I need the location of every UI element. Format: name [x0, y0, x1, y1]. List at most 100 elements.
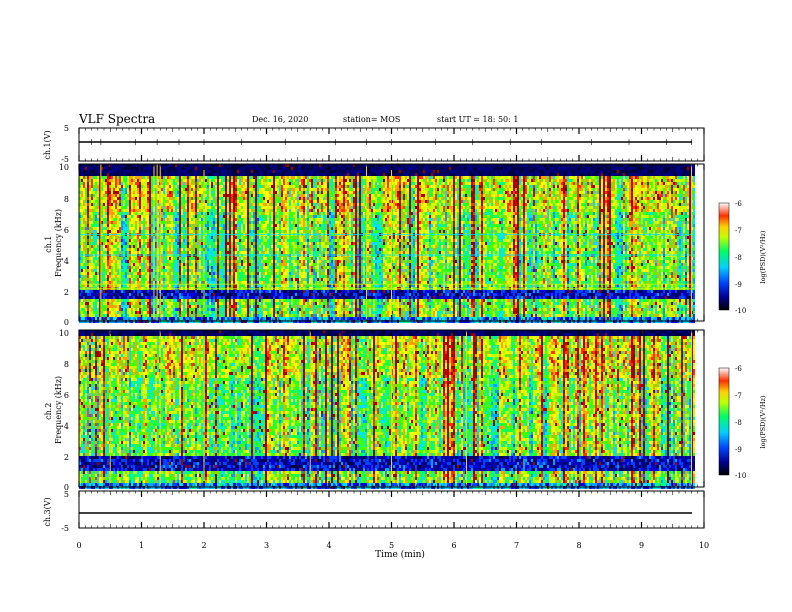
spectrogram-cell	[151, 236, 153, 239]
spectrogram-cell	[129, 197, 131, 200]
spectrogram-cell	[151, 263, 153, 266]
spectrogram-cell	[193, 281, 195, 284]
spectrogram-cell	[193, 263, 195, 266]
spectrogram-cell	[95, 260, 97, 263]
spectrogram-cell	[173, 317, 175, 320]
spectrogram-cell	[91, 245, 93, 248]
spectrogram-cell	[147, 260, 149, 263]
spectrogram-cell	[171, 236, 173, 239]
spectrogram-cell	[127, 302, 129, 305]
spectrogram-cell	[183, 308, 185, 311]
spectrogram-cell	[85, 194, 87, 197]
spectrogram-cell	[105, 242, 107, 245]
spectrogram-cell	[143, 221, 145, 224]
spectrogram-cell	[93, 179, 95, 182]
spectrogram-cell	[167, 314, 169, 317]
spectrogram-cell	[167, 236, 169, 239]
spectrogram-cell	[167, 248, 169, 251]
spectrogram-cell	[93, 167, 95, 170]
spectrogram-cell	[121, 278, 123, 281]
spectrogram-cell	[175, 206, 177, 209]
spectrogram-cell	[109, 221, 111, 224]
spectrogram-cell	[173, 188, 175, 191]
spectrogram-cell	[127, 221, 129, 224]
spectrogram-cell	[185, 290, 187, 293]
spectrogram-cell	[145, 266, 147, 269]
spectrogram-cell	[111, 203, 113, 206]
spectrogram-cell	[195, 197, 197, 200]
spectrogram-cell	[119, 281, 121, 284]
spectrogram-cell	[135, 179, 137, 182]
spectrogram-cell	[205, 203, 207, 206]
spectrogram-cell	[173, 170, 175, 173]
spectrogram-cell	[173, 230, 175, 233]
spectrogram-cell	[185, 227, 187, 230]
spectrogram-cell	[177, 179, 179, 182]
spectrogram-cell	[179, 194, 181, 197]
spectrogram-cell	[135, 191, 137, 194]
spectrogram-cell	[111, 191, 113, 194]
spectrogram-cell	[105, 173, 107, 176]
spectrogram-cell	[199, 269, 201, 272]
spectrogram-cell	[135, 302, 137, 305]
spectrogram-cell	[209, 242, 211, 245]
spectrogram-cell	[151, 182, 153, 185]
spectrogram-cell	[189, 257, 191, 260]
spectrogram-cell	[177, 251, 179, 254]
spectrogram-cell	[135, 305, 137, 308]
spectrogram-cell	[183, 299, 185, 302]
spectrogram-cell	[171, 209, 173, 212]
spectrogram-cell	[199, 305, 201, 308]
spectrogram-cell	[173, 266, 175, 269]
spectrogram-cell	[107, 296, 109, 299]
spectrogram-cell	[129, 194, 131, 197]
spectrogram-cell	[103, 275, 105, 278]
spectrogram-cell	[131, 224, 133, 227]
spectrogram-cell	[81, 227, 83, 230]
spectrogram-cell	[87, 275, 89, 278]
spectrogram-cell	[135, 239, 137, 242]
spectrogram-cell	[97, 224, 99, 227]
spectrogram-cell	[87, 191, 89, 194]
spectrogram-cell	[113, 230, 115, 233]
spectrogram-cell	[161, 248, 163, 251]
spectrogram-cell	[143, 269, 145, 272]
spectrogram-cell	[83, 296, 85, 299]
spectrogram-cell	[107, 242, 109, 245]
spectrogram-cell	[201, 311, 203, 314]
spectrogram-cell	[147, 308, 149, 311]
spectrogram-cell	[125, 167, 127, 170]
spectrogram-cell	[127, 263, 129, 266]
spectrogram-cell	[201, 275, 203, 278]
spectrogram-cell	[149, 203, 151, 206]
spectrogram-cell	[195, 296, 197, 299]
spectrogram-cell	[121, 245, 123, 248]
spectrogram-cell	[93, 272, 95, 275]
spectrogram-cell	[207, 278, 209, 281]
spectrogram-cell	[95, 212, 97, 215]
spectrogram-cell	[197, 167, 199, 170]
spectrogram-cell	[139, 173, 141, 176]
spectrogram-cell	[143, 215, 145, 218]
spectrogram-cell	[205, 305, 207, 308]
spectrogram-cell	[109, 236, 111, 239]
spectrogram-cell	[103, 272, 105, 275]
spectrogram-cell	[191, 314, 193, 317]
spectrogram-cell	[145, 182, 147, 185]
spectrogram-cell	[179, 242, 181, 245]
spectrogram-cell	[103, 239, 105, 242]
spectrogram-cell	[141, 239, 143, 242]
spectrogram-cell	[183, 170, 185, 173]
spectrogram-cell	[141, 170, 143, 173]
spectrogram-cell	[189, 182, 191, 185]
spectrogram-cell	[137, 194, 139, 197]
spectrogram-cell	[199, 236, 201, 239]
spectrogram-cell	[117, 215, 119, 218]
spectrogram-cell	[135, 254, 137, 257]
spectrogram-cell	[149, 251, 151, 254]
spectrogram-cell	[97, 272, 99, 275]
spectrogram-cell	[147, 272, 149, 275]
spectrogram-cell	[145, 167, 147, 170]
spectrogram-cell	[121, 257, 123, 260]
spectrogram-cell	[81, 266, 83, 269]
